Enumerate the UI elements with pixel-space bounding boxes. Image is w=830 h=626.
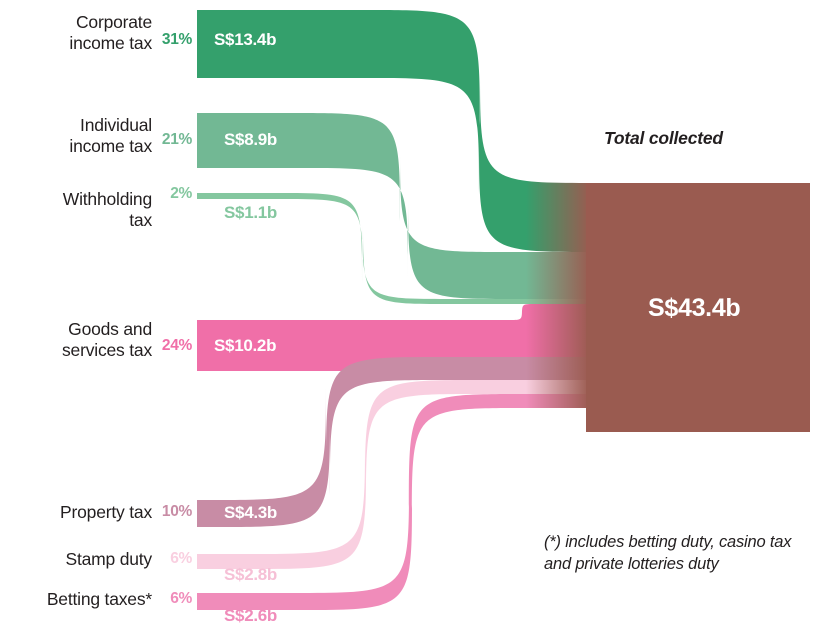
flow-value-withholding-tax: S$1.1b [224, 203, 278, 222]
node-label-line: tax [129, 210, 152, 231]
node-label-line: income tax [69, 33, 152, 54]
flow-path-group [197, 10, 595, 610]
flow-goods-and-services-tax [197, 304, 592, 371]
node-label-line: income tax [69, 136, 152, 157]
node-label-line: Goods and [68, 319, 152, 339]
node-label-line: Corporate [75, 12, 152, 32]
node-label-stamp-duty: Stamp duty [0, 549, 152, 570]
node-percentage-withholding-tax: 2% [170, 185, 192, 202]
flow-value-property-tax: S$4.3b [224, 503, 278, 522]
node-label-goods-and-services-tax: Goods and services tax [0, 319, 152, 362]
node-label-line: Individual [80, 115, 152, 135]
node-label-line: Property tax [60, 502, 152, 522]
node-label-line: Stamp duty [65, 549, 152, 569]
flow-stamp-duty [197, 380, 592, 569]
node-percentage-goods-and-services-tax: 24% [161, 337, 192, 354]
flow-property-tax [197, 357, 592, 527]
node-label-line: Withholding [62, 189, 152, 209]
flow-value-individual-income-tax: S$8.9b [224, 130, 278, 149]
flow-value-goods-and-services-tax: S$10.2b [214, 336, 277, 355]
node-label-individual-income-tax: Individual income tax [0, 115, 152, 158]
total-collected-title: Total collected [604, 128, 723, 148]
node-percentage-corporate-income-tax: 31% [161, 31, 192, 48]
node-label-betting-taxes: Betting taxes* [0, 589, 152, 610]
node-label-corporate-income-tax: Corporate income tax [0, 12, 152, 55]
flow-value-corporate-income-tax: S$13.4b [214, 30, 277, 49]
node-label-line: services tax [62, 340, 152, 361]
footnote-text: (*) includes betting duty, casino tax an… [544, 533, 792, 573]
node-label-property-tax: Property tax [0, 502, 152, 523]
flow-value-stamp-duty: S$2.8b [224, 565, 278, 584]
flow-individual-income-tax [197, 113, 592, 299]
flow-value-betting-taxes: S$2.6b [224, 606, 278, 625]
node-percentage-property-tax: 10% [161, 503, 192, 520]
node-label-withholding-tax: Withholding tax [0, 189, 152, 232]
node-percentage-stamp-duty: 6% [170, 550, 192, 567]
total-collected-block [586, 183, 810, 432]
node-percentage-individual-income-tax: 21% [161, 131, 192, 148]
node-label-line: Betting taxes* [46, 589, 152, 609]
flow-corporate-income-tax [197, 10, 595, 252]
node-percentage-betting-taxes: 6% [170, 590, 192, 607]
total-collected-value: S$43.4b [648, 294, 741, 322]
